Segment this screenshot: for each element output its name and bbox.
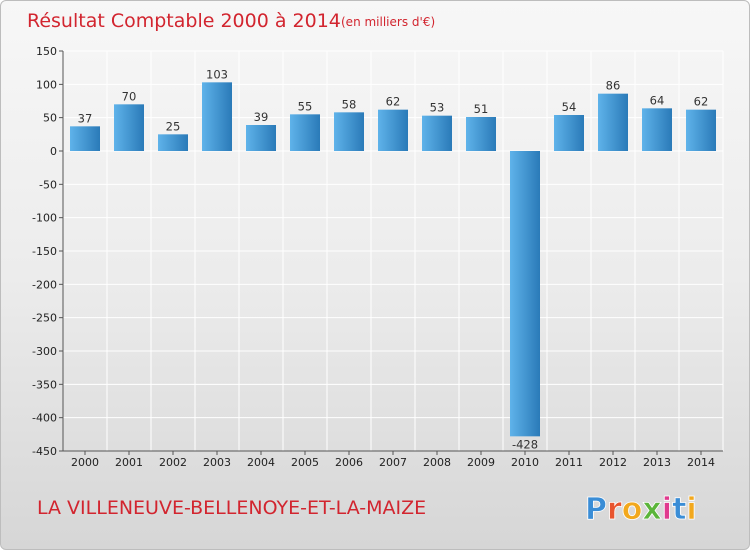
x-tick-label: 2008 (423, 456, 451, 469)
y-tick-label: -100 (32, 212, 57, 225)
bar (598, 93, 628, 151)
bar (202, 82, 232, 151)
bar (686, 109, 716, 151)
data-label: 54 (562, 100, 577, 114)
bar (290, 114, 320, 151)
data-label: 25 (166, 119, 181, 133)
x-tick-label: 2007 (379, 456, 407, 469)
x-tick-label: 2010 (511, 456, 539, 469)
logo-letter: x (642, 492, 661, 527)
y-tick-label: 150 (36, 45, 57, 58)
logo-letter: o (622, 492, 643, 527)
bar (554, 115, 584, 151)
y-tick-label: -400 (32, 412, 57, 425)
label-layer: 37 70 25 103 39 55 58 62 53 51 -428 54 86 64 62 (78, 67, 709, 451)
logo-letter: r (607, 492, 622, 527)
bar-layer (70, 82, 716, 437)
x-tick-label: 2004 (247, 456, 275, 469)
x-tick-label: 2000 (71, 456, 99, 469)
bar (510, 151, 540, 437)
y-tick-label: 0 (50, 145, 57, 158)
y-tick-label: -450 (32, 445, 57, 458)
logo-letter: i (662, 492, 672, 527)
data-label: 58 (342, 97, 357, 111)
x-tick-label: 2013 (643, 456, 671, 469)
data-label: 70 (122, 89, 137, 103)
chart-title: Résultat Comptable 2000 à 2014 (27, 10, 341, 32)
data-label: 55 (298, 99, 313, 113)
chart-subtitle: (en milliers d'€) (341, 15, 435, 29)
x-tick-label: 2002 (159, 456, 187, 469)
data-label: 62 (386, 95, 401, 109)
bar (246, 125, 276, 151)
data-label: 37 (78, 111, 93, 125)
data-label: 62 (694, 95, 709, 109)
logo-letter: P (585, 492, 607, 527)
axis-layer: 150 100 50 0 -50 -100 -150 -200 -250 -300 -350 -400… (32, 45, 723, 469)
y-tick-label: -350 (32, 378, 57, 391)
data-label: 53 (430, 101, 445, 115)
logo-letter: t (672, 492, 686, 527)
x-tick-label: 2003 (203, 456, 231, 469)
town-name: LA VILLENEUVE-BELLENOYE-ET-LA-MAIZE (37, 497, 426, 519)
proxiti-logo: Proxiti (585, 492, 697, 527)
x-tick-label: 2009 (467, 456, 495, 469)
bar (158, 134, 188, 151)
data-label: -428 (512, 437, 538, 451)
data-label: 64 (650, 93, 665, 107)
x-tick-label: 2011 (555, 456, 583, 469)
x-tick-label: 2012 (599, 456, 627, 469)
data-label: 51 (474, 102, 489, 116)
bar (70, 126, 100, 151)
data-label: 103 (206, 67, 228, 81)
y-tick-label: -200 (32, 278, 57, 291)
bar (378, 109, 408, 151)
y-tick-label: -250 (32, 312, 57, 325)
bar (334, 112, 364, 151)
y-tick-label: -300 (32, 345, 57, 358)
data-label: 86 (606, 79, 621, 93)
x-tick-label: 2006 (335, 456, 363, 469)
x-tick-label: 2001 (115, 456, 143, 469)
x-tick-label: 2005 (291, 456, 319, 469)
bar (642, 108, 672, 151)
y-tick-label: 100 (36, 78, 57, 91)
y-tick-label: -50 (39, 178, 57, 191)
bar (114, 104, 144, 151)
y-tick-label: 50 (43, 112, 57, 125)
logo-letter: i (686, 492, 696, 527)
x-tick-label: 2014 (687, 456, 715, 469)
bar (466, 117, 496, 151)
y-tick-label: -150 (32, 245, 57, 258)
data-label: 39 (254, 110, 269, 124)
bar (422, 115, 452, 151)
